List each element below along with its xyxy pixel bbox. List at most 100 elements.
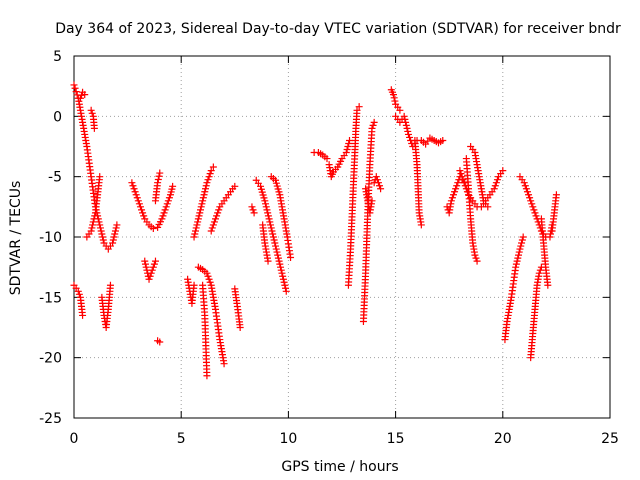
data-point: [454, 179, 462, 187]
data-point: [190, 281, 198, 289]
data-point: [203, 372, 211, 380]
series-track: [128, 179, 177, 233]
data-point: [417, 221, 425, 229]
data-point: [112, 224, 120, 232]
data-point: [261, 197, 269, 205]
data-point: [196, 209, 204, 217]
data-point: [281, 281, 289, 289]
data-point: [515, 248, 523, 256]
chart-title: Day 364 of 2023, Sidereal Day-to-day VTE…: [55, 21, 621, 37]
data-point: [526, 194, 534, 202]
data-point: [492, 179, 500, 187]
data-point: [345, 139, 353, 147]
data-point: [373, 176, 381, 184]
data-point: [162, 203, 170, 211]
data-point: [194, 218, 202, 226]
data-point: [471, 251, 479, 259]
data-point: [268, 227, 276, 235]
series-track: [548, 191, 560, 235]
data-point: [212, 215, 220, 223]
data-point: [141, 260, 149, 268]
data-point: [199, 197, 207, 205]
gridlines: [74, 56, 610, 418]
series-track: [325, 136, 354, 181]
data-point: [453, 182, 461, 190]
data-point: [99, 236, 107, 244]
series-track: [392, 112, 421, 150]
data-point: [210, 218, 218, 226]
data-point: [75, 290, 83, 298]
data-point: [400, 112, 408, 120]
data-point: [199, 194, 207, 202]
series-track: [527, 263, 545, 362]
series-track: [467, 143, 492, 211]
data-point: [97, 227, 105, 235]
data-point: [368, 124, 376, 132]
series-track: [362, 185, 376, 217]
data-point: [282, 284, 290, 292]
data-point: [145, 275, 153, 283]
data-point: [72, 88, 80, 96]
series-track: [417, 134, 447, 148]
series-track: [76, 88, 89, 102]
data-point: [280, 278, 288, 286]
y-tick-label: -20: [39, 351, 62, 367]
data-point: [141, 257, 149, 265]
series-track: [70, 281, 87, 319]
series-track: [83, 173, 104, 241]
data-point: [194, 215, 202, 223]
data-point: [484, 203, 492, 211]
data-point: [274, 251, 282, 259]
data-point: [109, 239, 117, 247]
data-point: [439, 136, 447, 144]
data-point: [155, 172, 163, 180]
data-point: [133, 194, 141, 202]
data-point: [519, 233, 527, 241]
data-point: [376, 182, 384, 190]
data-point: [396, 106, 404, 114]
series-track: [370, 173, 385, 193]
data-point: [535, 269, 543, 277]
data-point: [202, 182, 210, 190]
x-tick-label: 15: [387, 431, 405, 447]
x-tick-label: 5: [177, 431, 186, 447]
data-point: [493, 176, 501, 184]
data-point: [98, 230, 106, 238]
data-point: [213, 212, 221, 220]
data-point: [161, 206, 169, 214]
series-track: [231, 285, 244, 331]
data-point: [274, 254, 282, 262]
data-point: [156, 169, 164, 177]
data-point: [204, 272, 212, 280]
data-point: [236, 324, 244, 331]
data-point: [205, 173, 213, 181]
data-point: [472, 254, 480, 262]
data-point: [267, 224, 275, 232]
y-axis-label: SDTVAR / TECUs: [8, 181, 24, 296]
data-point: [457, 170, 465, 178]
data-point: [459, 176, 467, 184]
data-point: [96, 221, 104, 229]
data-point: [263, 206, 271, 214]
data-point: [200, 191, 208, 199]
plot-border: [73, 55, 611, 419]
data-point: [149, 225, 157, 233]
series-track: [194, 263, 228, 368]
data-point: [279, 275, 287, 283]
x-tick-label: 20: [494, 431, 512, 447]
data-point: [368, 197, 376, 205]
data-point: [209, 163, 217, 171]
data-point: [209, 221, 217, 229]
data-point: [249, 206, 257, 214]
data-point: [147, 269, 155, 277]
data-point: [527, 197, 535, 205]
y-tick-label: -5: [48, 170, 62, 186]
data-point: [111, 227, 119, 235]
data-point: [139, 209, 147, 217]
data-point: [279, 272, 287, 280]
data-point: [343, 146, 351, 154]
data-point: [208, 224, 216, 232]
x-tick-label: 0: [70, 431, 79, 447]
data-point: [89, 218, 97, 226]
